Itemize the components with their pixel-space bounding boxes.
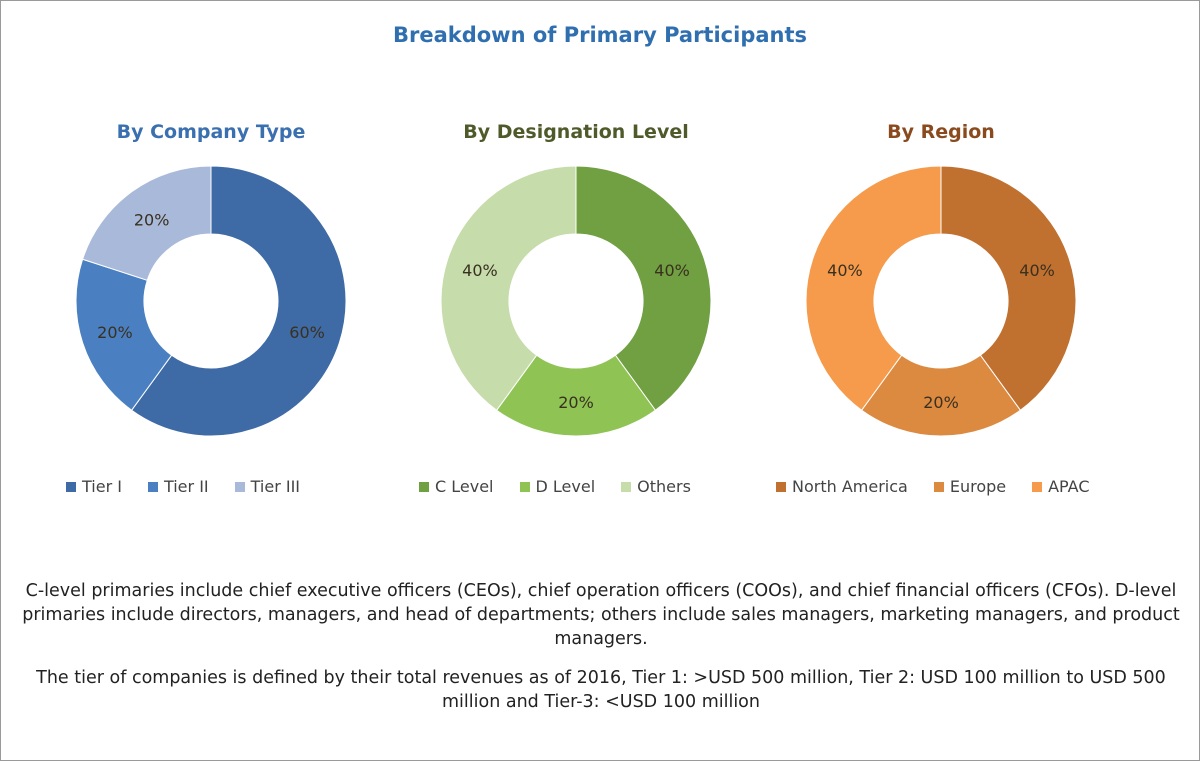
data-label: 20% — [558, 393, 594, 412]
legend-label: Tier II — [163, 477, 209, 496]
donut-slice-tier-i — [130, 165, 347, 437]
chart-title-region: By Region — [887, 121, 995, 143]
donut-slice-apac — [805, 165, 942, 411]
data-label: 20% — [97, 323, 133, 342]
donut-slice-tier-iii — [81, 165, 212, 281]
legend-swatch — [66, 481, 76, 492]
chart-title-designation-level: By Designation Level — [463, 121, 689, 143]
donut-slice-d-level — [495, 354, 657, 437]
legend-label: D Level — [535, 477, 596, 496]
legend-item: C Level — [419, 477, 494, 496]
data-label: 40% — [1019, 261, 1055, 280]
legend-item: Tier II — [147, 477, 209, 496]
chart-title-company-type: By Company Type — [116, 121, 306, 143]
legend-label: Tier III — [250, 477, 301, 496]
legend-designation-level: C Level D Level Others — [419, 477, 691, 496]
legend-label: North America — [792, 477, 908, 496]
data-label: 40% — [827, 261, 863, 280]
legend-item: Europe — [933, 477, 1007, 496]
donut-slice-europe — [860, 354, 1022, 437]
donut-slice-c-level — [575, 165, 712, 411]
legend-swatch — [234, 481, 245, 492]
legend-swatch — [419, 481, 429, 492]
legend-swatch — [519, 481, 530, 492]
legend-region: North America Europe APAC — [776, 477, 1090, 496]
donut-slice-others — [440, 165, 577, 411]
legend-label: Tier I — [82, 477, 122, 496]
data-label: 40% — [654, 261, 690, 280]
legend-item: Tier III — [234, 477, 301, 496]
legend-item: North America — [776, 477, 908, 496]
legend-label: C Level — [435, 477, 494, 496]
footnote-levels: C-level primaries include chief executiv… — [22, 581, 1180, 649]
legend-swatch — [776, 481, 786, 492]
legend-swatch — [147, 481, 158, 492]
data-label: 60% — [289, 323, 325, 342]
legend-swatch — [1032, 481, 1043, 492]
footnotes: C-level primaries include chief executiv… — [21, 579, 1181, 729]
data-label: 20% — [923, 393, 959, 412]
legend-item: Tier I — [66, 477, 122, 496]
footnote-tiers: The tier of companies is defined by thei… — [36, 668, 1166, 712]
legend-swatch — [933, 481, 944, 492]
legend-item: APAC — [1032, 477, 1090, 496]
legend-swatch — [621, 481, 632, 492]
legend-label: Europe — [949, 477, 1007, 496]
legend-company-type: Tier I Tier II Tier III — [66, 477, 300, 496]
legend-label: APAC — [1048, 477, 1090, 496]
legend-item: Others — [621, 477, 691, 496]
legend-item: D Level — [519, 477, 596, 496]
donut-slice-north-america — [940, 165, 1077, 411]
legend-label: Others — [637, 477, 691, 496]
donut-slice-tier-ii — [75, 258, 173, 411]
data-label: 40% — [462, 261, 498, 280]
data-label: 20% — [134, 210, 170, 229]
main-title: Breakdown of Primary Participants — [392, 23, 808, 47]
